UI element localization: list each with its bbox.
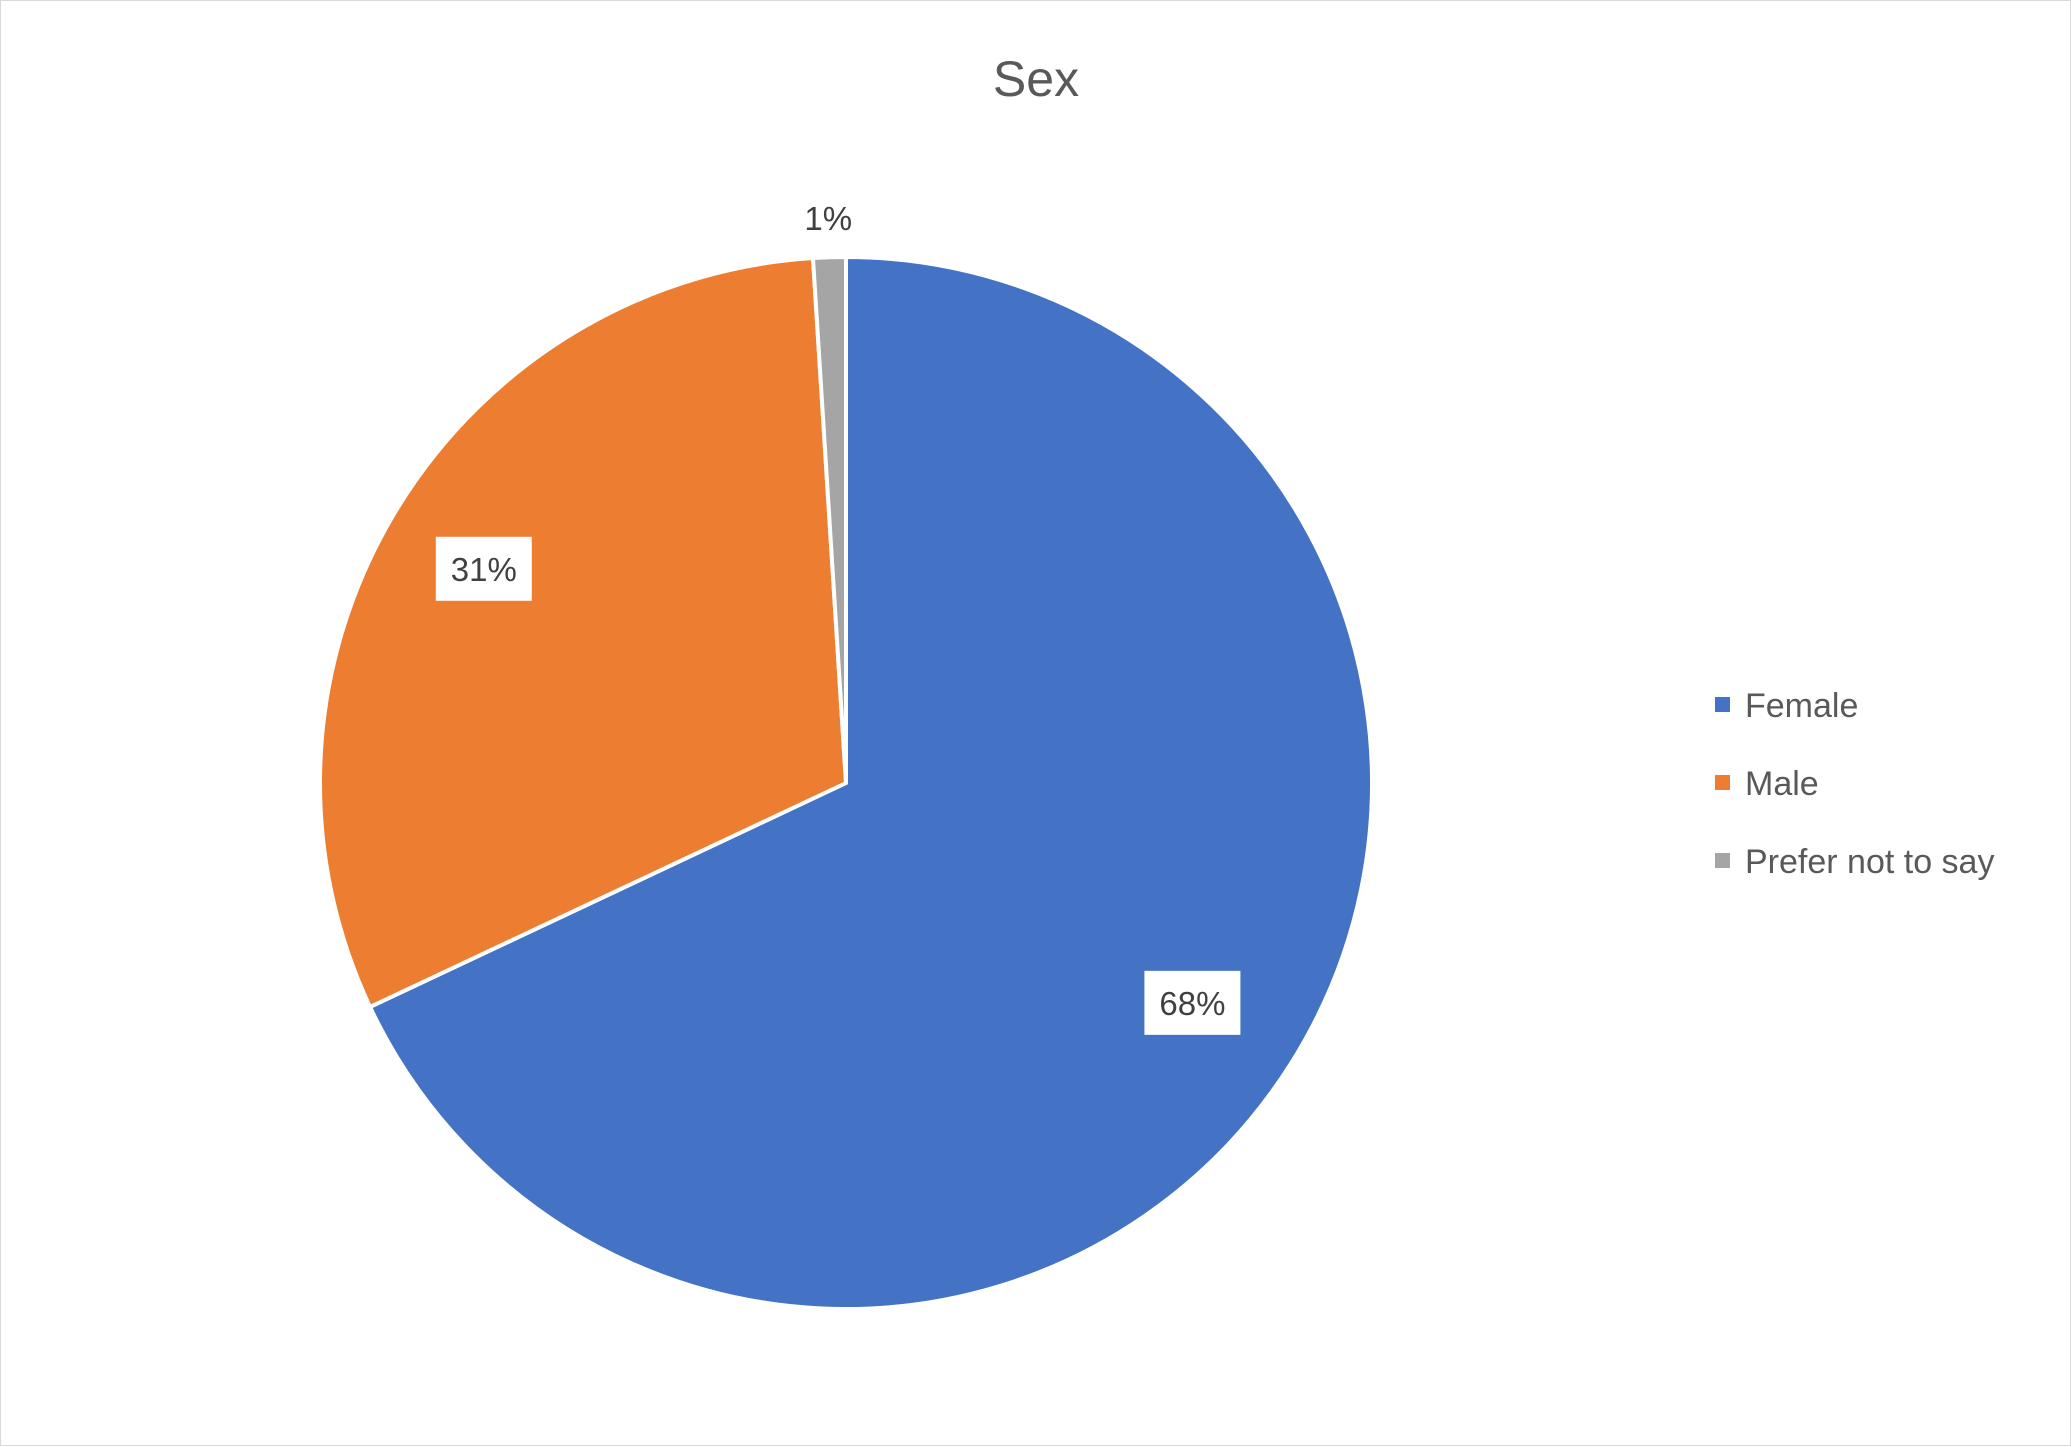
legend-label: Female [1745,687,1858,725]
legend: Female Male Prefer not to say [1715,687,1994,881]
pie-slice-female [368,255,1374,1311]
data-label-text: 68% [1159,985,1225,1022]
data-label-male: 31% [435,536,532,601]
legend-swatch [1715,775,1730,790]
legend-item-female: Female [1715,687,1858,725]
data-label-box [1144,970,1241,1035]
legend-item-prefer-not-to-say: Prefer not to say [1715,843,1994,881]
pie-slices [318,255,1374,1311]
legend-item-male: Male [1715,765,1819,803]
chart-title: Sex [993,51,1079,107]
legend-label: Male [1745,765,1819,803]
data-labels: 68% 31% 1% [435,200,1241,1035]
data-label-box [435,536,532,601]
data-label-female: 68% [1144,970,1241,1035]
pie-slice-male [318,256,848,1009]
legend-swatch [1715,697,1730,712]
data-label-text: 31% [451,551,517,588]
pie-slice-prefer-not-to-say [810,255,848,785]
legend-swatch [1715,853,1730,868]
data-label-text: 1% [804,200,852,237]
legend-label: Prefer not to say [1745,843,1994,881]
data-label-prefer-not-to-say: 1% [804,200,852,237]
